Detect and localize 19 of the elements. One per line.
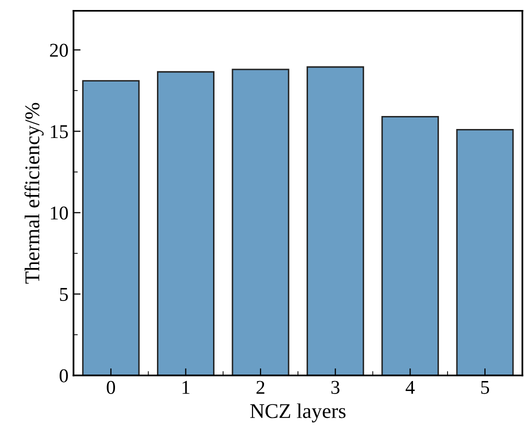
- bar: [156, 71, 214, 376]
- x-tick-label: 0: [106, 380, 116, 394]
- bar: [232, 68, 290, 376]
- x-tick-label: 3: [331, 380, 340, 394]
- bar: [82, 80, 140, 376]
- y-tick-label: 20: [50, 44, 68, 57]
- x-tick-label: 1: [182, 380, 190, 394]
- bar: [381, 116, 439, 376]
- x-tick-label: 4: [406, 380, 415, 394]
- y-axis-title: Thermal efficiency/%: [24, 102, 44, 284]
- y-tick-label: 0: [60, 369, 68, 382]
- y-tick-label: 15: [50, 125, 68, 138]
- x-axis-title: NCZ layers: [250, 403, 346, 422]
- x-tick-label: 5: [481, 381, 490, 394]
- bar: [456, 128, 514, 376]
- y-tick-label: 10: [50, 206, 68, 220]
- y-tick-label: 5: [60, 288, 68, 301]
- x-tick-label: 2: [256, 380, 264, 394]
- bar: [306, 66, 364, 376]
